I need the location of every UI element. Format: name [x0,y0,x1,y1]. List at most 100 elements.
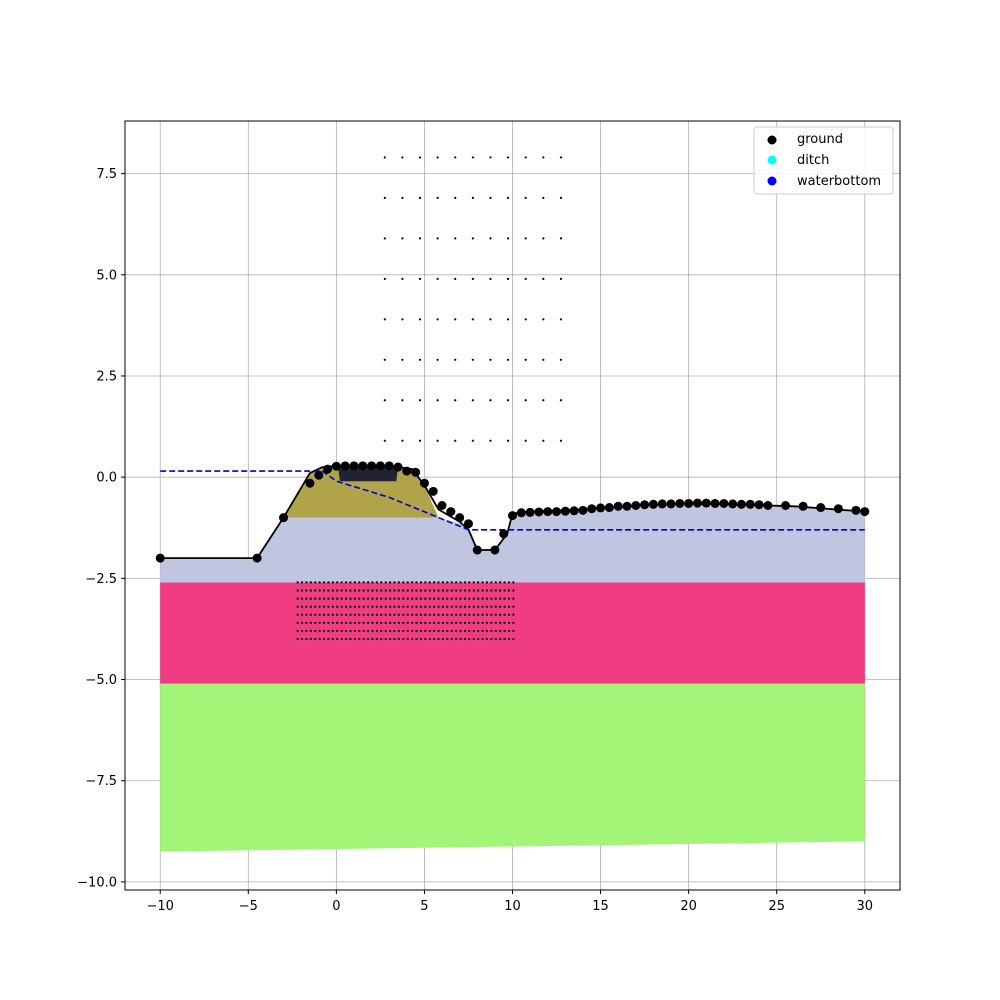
grid-dot-upper [383,156,386,159]
legend-marker-ditch [767,155,777,165]
grid-dot-lower [419,621,423,624]
grid-dot-lower [485,637,489,641]
grid-dot-upper [489,196,492,199]
y-tick-label: −7.5 [85,774,117,789]
grid-dot-lower [349,605,352,608]
grid-dot-lower [358,629,361,633]
grid-dot-lower [305,637,308,641]
grid-dot-lower [402,637,405,641]
grid-dot-lower [366,613,370,616]
grid-dot-upper [454,439,457,442]
grid-dot-upper [401,439,404,442]
grid-dot-lower [450,605,453,608]
grid-dot-upper [418,156,422,159]
grid-dot-lower [450,581,453,584]
grid-dot-lower [428,597,431,600]
grid-dot-lower [512,629,515,633]
grid-dot-lower [472,581,475,584]
grid-dot-lower [331,621,334,624]
grid-dot-lower [477,637,480,641]
grid-dot-lower [507,581,511,584]
ground-point [279,513,289,523]
grid-dot-lower [406,621,409,624]
grid-dot-lower [419,629,423,633]
grid-dot-lower [375,597,378,600]
grid-dot-lower [499,605,502,608]
grid-dot-lower [384,613,387,616]
grid-dot-lower [402,629,405,633]
grid-dot-upper [436,439,439,442]
grid-dot-lower [393,637,396,641]
ground-point [340,461,350,471]
grid-dot-lower [340,605,343,608]
grid-dot-lower [485,581,489,584]
grid-dot-lower [507,597,511,600]
grid-dot-lower [411,629,414,633]
grid-dot-upper [383,358,386,361]
grid-dot-upper [454,196,457,199]
grid-dot-lower [406,613,409,616]
ground-point [525,507,535,517]
grid-dot-upper [454,277,457,280]
grid-dot-lower [411,581,414,584]
grid-dot-lower [437,629,440,633]
grid-dot-lower [358,637,361,641]
grid-dot-lower [384,597,387,600]
grid-dot-lower [340,597,343,600]
grid-dot-lower [296,581,299,584]
grid-dot-lower [428,621,431,624]
grid-dot-lower [507,605,511,608]
grid-dot-lower [406,589,409,592]
ground-point [560,506,570,516]
ground-point [508,511,517,521]
grid-dot-upper [506,237,510,240]
grid-dot-lower [477,629,480,633]
grid-dot-upper [506,156,510,159]
grid-dot-upper [401,399,404,402]
x-tick-label: 15 [592,899,609,914]
grid-dot-lower [437,613,440,616]
grid-dot-upper [383,399,386,402]
ground-point [331,461,341,471]
grid-dot-upper [559,358,563,361]
grid-dot-lower [503,581,506,584]
grid-dot-upper [471,156,474,159]
grid-dot-lower [309,613,312,616]
grid-dot-lower [450,637,453,641]
grid-dot-lower [314,597,317,600]
ground-point [587,504,597,514]
grid-dot-lower [397,621,400,624]
grid-dot-upper [383,196,386,199]
grid-dot-lower [490,613,493,616]
grid-dot-upper [524,399,527,402]
grid-dot-lower [397,581,400,584]
grid-dot-lower [446,605,449,608]
grid-dot-lower [309,629,312,633]
grid-dot-lower [388,613,392,616]
grid-dot-lower [314,629,317,633]
grid-dot-upper [454,399,457,402]
grid-dot-lower [415,629,418,633]
grid-dot-lower [494,581,497,584]
grid-dot-upper [542,196,545,199]
grid-dot-lower [428,589,431,592]
grid-dot-lower [428,581,431,584]
grid-dot-lower [300,637,304,641]
ground-point [463,519,473,529]
grid-dot-lower [371,629,374,633]
grid-dot-upper [471,196,474,199]
grid-dot-lower [344,613,348,616]
grid-dot-lower [433,589,436,592]
ground-point [684,498,694,508]
grid-dot-lower [344,589,348,592]
grid-dot-lower [353,613,356,616]
grid-dot-lower [433,621,436,624]
grid-dot-lower [424,637,427,641]
grid-dot-upper [489,318,492,321]
grid-dot-lower [322,621,326,624]
grid-dot-lower [455,621,458,624]
grid-dot-lower [366,597,370,600]
grid-dot-lower [305,621,308,624]
grid-dot-lower [362,629,365,633]
grid-dot-lower [446,637,449,641]
